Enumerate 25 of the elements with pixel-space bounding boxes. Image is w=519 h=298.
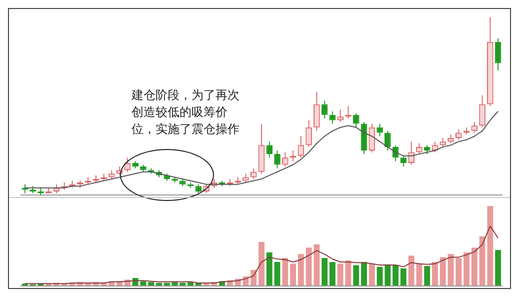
bar [392, 265, 399, 286]
bar [376, 266, 383, 286]
bar [282, 258, 288, 286]
bar [322, 258, 328, 286]
bar [424, 266, 430, 286]
bar [456, 258, 462, 286]
bar [432, 262, 438, 286]
bar [400, 268, 406, 286]
bar [464, 252, 470, 286]
bar [290, 264, 296, 286]
bar [487, 206, 494, 286]
bar [353, 265, 360, 286]
bar [440, 257, 446, 286]
bar [337, 264, 344, 286]
bar [274, 262, 280, 286]
bar [330, 262, 336, 286]
bar [361, 262, 367, 286]
bar [258, 242, 264, 286]
bar [266, 252, 272, 286]
bar [384, 264, 391, 286]
bar [495, 250, 502, 286]
annotation: 建仓阶段，为了再次创造较低的吸筹价位，实施了震仓操作 [132, 86, 241, 138]
bar [298, 254, 304, 286]
bar [471, 248, 478, 286]
bar [368, 264, 375, 286]
